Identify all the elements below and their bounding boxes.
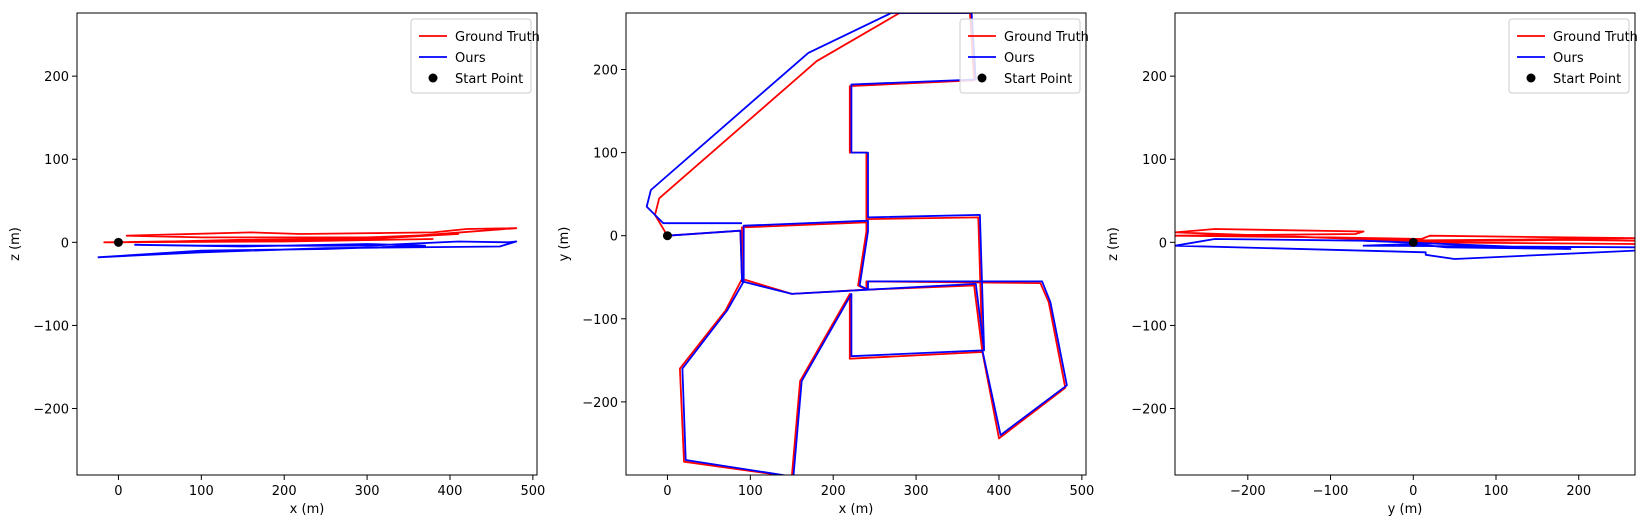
- chart-panel-2: 0 100 200 300 400 500 200 100 0 −100 −200 x (m) y (m…: [557, 12, 1094, 517]
- start-point-marker: [1408, 237, 1418, 247]
- start-point-marker: [662, 231, 672, 241]
- legend-entry-label: Ground Truth: [1553, 30, 1638, 45]
- series-line-ground-truth: [1175, 228, 1635, 245]
- y-tick-label: 100: [593, 147, 618, 162]
- series-line-ours: [1175, 238, 1635, 260]
- x-tick-label: 200: [821, 484, 846, 499]
- y-tick-label: 200: [593, 64, 618, 79]
- x-tick-label: 200: [1566, 484, 1591, 499]
- x-tick-label: 100: [1484, 484, 1509, 499]
- x-tick-label: 300: [355, 484, 380, 499]
- legend-entry-label: Start Point: [455, 72, 523, 87]
- legend-swatch-marker: [977, 73, 987, 83]
- plot-area: [97, 227, 518, 259]
- series-line-ours: [97, 240, 518, 259]
- legend-swatch-marker: [1526, 73, 1536, 83]
- y-tick-label: 100: [1142, 153, 1167, 168]
- x-tick-label: 0: [663, 484, 671, 499]
- plot-area: [1175, 228, 1635, 260]
- y-tick-label: −100: [582, 313, 618, 328]
- chart-panel-1: 0 100 200 300 400 500 200 100 0 −100 −200 x (m) z (m…: [8, 12, 545, 517]
- legend-entry-label: Ground Truth: [1004, 30, 1089, 45]
- x-tick-label: 400: [987, 484, 1012, 499]
- y-tick-label: −200: [33, 403, 69, 418]
- x-axis-label: x (m): [290, 502, 325, 517]
- axes-frame: [76, 12, 538, 476]
- y-tick-label: 0: [1159, 236, 1167, 251]
- legend: Ground Truth Ours Start Point: [959, 18, 1089, 94]
- legend-entry-label: Ours: [1004, 51, 1035, 66]
- legend-box: [959, 18, 1081, 94]
- legend-entry-label: Start Point: [1004, 72, 1072, 87]
- x-tick-label: −100: [1313, 484, 1349, 499]
- x-tick-label: −200: [1230, 484, 1266, 499]
- x-axis-label: y (m): [1388, 502, 1423, 517]
- y-tick-label: −100: [1131, 319, 1167, 334]
- legend-entry-label: Ours: [1553, 51, 1584, 66]
- legend-swatch-marker: [428, 73, 438, 83]
- legend-entry-label: Ground Truth: [455, 30, 540, 45]
- legend: Ground Truth Ours Start Point: [1508, 18, 1638, 94]
- x-tick-label: 300: [904, 484, 929, 499]
- x-axis-label: x (m): [839, 502, 874, 517]
- y-tick-label: 0: [610, 230, 618, 245]
- y-tick-label: 0: [61, 236, 69, 251]
- legend: Ground Truth Ours Start Point: [410, 18, 540, 94]
- x-tick-label: 0: [114, 484, 122, 499]
- x-tick-label: 100: [189, 484, 214, 499]
- start-point-marker: [113, 237, 123, 247]
- y-axis-label: y (m): [557, 227, 572, 262]
- legend-entry-label: Start Point: [1553, 72, 1621, 87]
- y-axis-label: z (m): [1106, 227, 1121, 261]
- y-tick-label: 100: [44, 153, 69, 168]
- y-tick-label: −200: [582, 396, 618, 411]
- x-tick-label: 500: [520, 484, 545, 499]
- series-line-ground-truth: [103, 227, 518, 244]
- axes-frame: [1174, 12, 1636, 476]
- x-tick-label: 100: [738, 484, 763, 499]
- y-tick-label: 200: [44, 70, 69, 85]
- x-tick-label: 500: [1069, 484, 1094, 499]
- y-tick-label: −200: [1131, 403, 1167, 418]
- axes-frame: [625, 12, 1087, 476]
- y-tick-label: −100: [33, 319, 69, 334]
- legend-box: [410, 18, 532, 94]
- x-tick-label: 200: [272, 484, 297, 499]
- x-tick-label: 400: [438, 484, 463, 499]
- x-tick-label: 0: [1409, 484, 1417, 499]
- y-axis-label: z (m): [8, 227, 23, 261]
- legend-entry-label: Ours: [455, 51, 486, 66]
- chart-panel-3: −200 −100 0 100 200 200 100 0 −100 −200 y (m) z (m)…: [1106, 12, 1638, 517]
- y-tick-label: 200: [1142, 70, 1167, 85]
- legend-box: [1508, 18, 1630, 94]
